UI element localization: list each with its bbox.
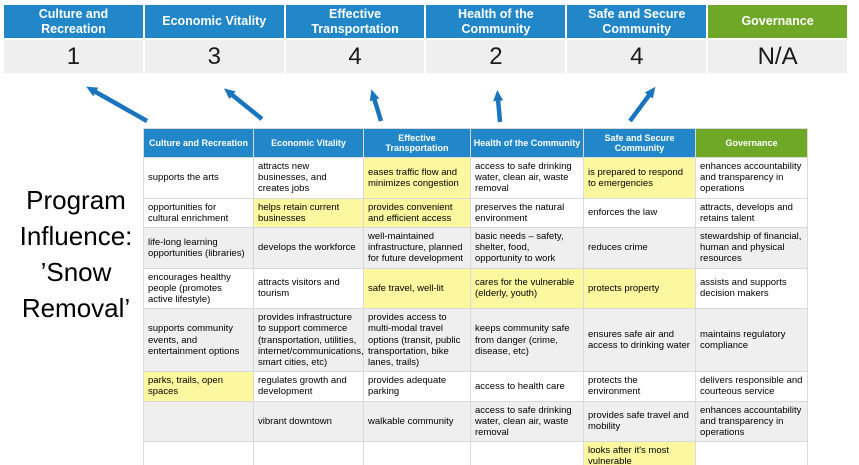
priority-score-5: 4	[567, 40, 707, 73]
matrix-cell-r5c1: supports community events, and entertain…	[143, 308, 254, 373]
matrix-cell-r4c4: cares for the vulnerable (elderly, youth…	[470, 267, 584, 310]
program-influence-line-1: Program	[26, 185, 126, 215]
program-influence-line-2: Influence:	[19, 220, 133, 251]
matrix-cell-r4c1: encourages healthy people (promotes acti…	[143, 267, 254, 310]
matrix-header-1: Culture and Recreation	[143, 128, 254, 158]
matrix-cell-r1c3: eases traffic flow and minimizes congest…	[363, 157, 471, 199]
matrix-cell-r6c2: regulates growth and development	[253, 371, 364, 402]
matrix-cell-r6c4: access to health care	[470, 371, 584, 402]
matrix-cell-r8c1	[143, 441, 254, 465]
influence-arrow-2	[223, 88, 264, 121]
influence-arrow-4	[493, 90, 504, 123]
matrix-cell-r7c6: enhances accountability and transparency…	[695, 400, 808, 443]
matrix-row-7: vibrant downtown walkable community access…	[143, 400, 808, 443]
matrix-cell-r1c6: enhances accountability and transparency…	[695, 157, 808, 199]
matrix-row-2: opportunities for cultural enrichment hel…	[143, 197, 808, 229]
program-influence-label: Program Influence: ’Snow Removal’	[2, 183, 150, 327]
matrix-cell-r3c5: reduces crime	[583, 227, 696, 269]
matrix-cell-r5c4: keeps community safe from danger (crime,…	[470, 308, 584, 373]
matrix-cell-r1c4: access to safe drinking water, clean air…	[470, 157, 584, 199]
matrix-cell-r8c3	[363, 441, 471, 465]
priority-score-6: N/A	[708, 40, 847, 73]
matrix-header-4: Health of the Community	[470, 128, 584, 158]
matrix-cell-r1c2: attracts new businesses, and creates job…	[253, 157, 364, 199]
matrix-cell-r5c5: ensures safe air and access to drinking …	[583, 308, 696, 373]
priority-score-1: 1	[4, 40, 143, 73]
program-influence-line-4: Removal’	[21, 292, 131, 323]
matrix-cell-r8c6	[695, 441, 808, 465]
priority-header-5: Safe and Secure Community	[567, 5, 707, 38]
matrix-row-4: encourages healthy people (promotes acti…	[143, 267, 808, 310]
matrix-cell-r3c6: stewardship of financial, human and phys…	[695, 227, 808, 269]
priority-score-2: 3	[144, 40, 284, 73]
matrix-cell-r5c6: maintains regulatory compliance	[695, 308, 808, 373]
matrix-cell-r8c2	[253, 441, 364, 465]
matrix-cell-r5c3: provides access to multi-modal travel op…	[363, 308, 471, 373]
matrix-cell-r8c4	[470, 441, 584, 465]
matrix-row-8: looks after it's most vulnerable	[143, 441, 808, 465]
matrix-cell-r2c6: attracts, develops and retains talent	[695, 197, 808, 229]
priority-score-3: 4	[285, 40, 425, 73]
matrix-cell-r4c6: assists and supports decision makers	[695, 267, 808, 310]
matrix-cell-r3c2: develops the workforce	[253, 227, 364, 269]
priority-matrix-table: Culture and Recreation Economic Vitality E…	[143, 128, 808, 465]
influence-arrow-1	[86, 86, 149, 123]
priority-header-6: Governance	[708, 5, 847, 38]
matrix-header-3: Effective Transportation	[363, 128, 471, 158]
matrix-row-1: supports the arts attracts new businesses…	[143, 157, 808, 199]
priority-scoreboard: Culture and Recreation Economic Vitality E…	[4, 5, 847, 73]
matrix-cell-r2c4: preserves the natural environment	[470, 197, 584, 229]
matrix-cell-r3c1: life-long learning opportunities (librar…	[143, 227, 254, 269]
priority-header-4: Health of the Community	[426, 5, 566, 38]
matrix-cell-r6c3: provides adequate parking	[363, 371, 471, 402]
matrix-cell-r7c2: vibrant downtown	[253, 400, 364, 443]
matrix-cell-r4c3: safe travel, well-lit	[363, 267, 471, 310]
priority-header-3: Effective Transportation	[285, 5, 425, 38]
influence-arrow-5	[628, 86, 656, 123]
matrix-cell-r1c5: is prepared to respond to emergencies	[583, 157, 696, 199]
matrix-cell-r7c1	[143, 400, 254, 443]
matrix-header-5: Safe and Secure Community	[583, 128, 696, 158]
matrix-cell-r6c1: parks, trails, open spaces	[143, 371, 254, 402]
matrix-cell-r3c3: well-maintained infrastructure, planned …	[363, 227, 471, 269]
matrix-cell-r2c3: provides convenient and efficient access	[363, 197, 471, 229]
matrix-cell-r2c2: helps retain current businesses	[253, 197, 364, 229]
influence-arrow-3	[369, 89, 384, 122]
matrix-cell-r8c5: looks after it's most vulnerable	[583, 441, 696, 465]
matrix-row-6: parks, trails, open spaces regulates grow…	[143, 371, 808, 402]
matrix-cell-r6c5: protects the environment	[583, 371, 696, 402]
matrix-cell-r7c3: walkable community	[363, 400, 471, 443]
matrix-cell-r4c2: attracts visitors and tourism	[253, 267, 364, 310]
matrix-cell-r2c5: enforces the law	[583, 197, 696, 229]
matrix-cell-r4c5: protects property	[583, 267, 696, 310]
matrix-cell-r7c5: provides safe travel and mobility	[583, 400, 696, 443]
matrix-row-3: life-long learning opportunities (librar…	[143, 227, 808, 269]
priority-header-1: Culture and Recreation	[4, 5, 143, 38]
priority-header-2: Economic Vitality	[144, 5, 284, 38]
program-influence-line-3: ’Snow	[40, 256, 112, 287]
matrix-header-6: Governance	[695, 128, 808, 158]
matrix-header-2: Economic Vitality	[253, 128, 364, 158]
matrix-cell-r1c1: supports the arts	[143, 157, 254, 199]
matrix-cell-r6c6: delivers responsible and courteous servi…	[695, 371, 808, 402]
matrix-row-5: supports community events, and entertain…	[143, 308, 808, 373]
matrix-cell-r3c4: basic needs – safety, shelter, food, opp…	[470, 227, 584, 269]
matrix-cell-r2c1: opportunities for cultural enrichment	[143, 197, 254, 229]
matrix-cell-r5c2: provides infrastructure to support comme…	[253, 308, 364, 373]
matrix-cell-r7c4: access to safe drinking water, clean air…	[470, 400, 584, 443]
priority-score-4: 2	[426, 40, 566, 73]
